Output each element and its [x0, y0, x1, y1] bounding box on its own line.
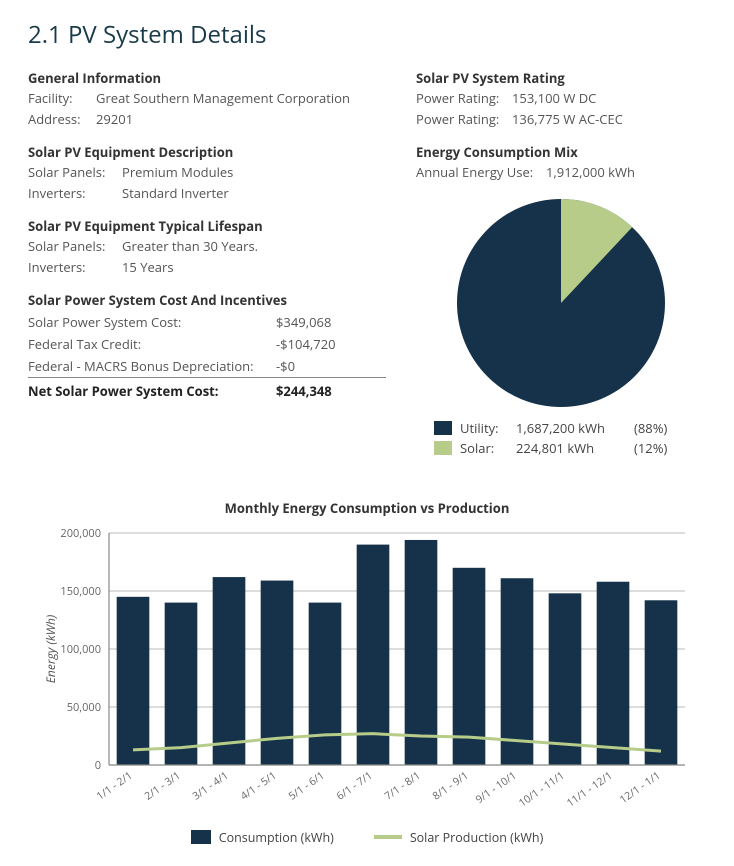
svg-text:9/1 - 10/1: 9/1 - 10/1	[473, 768, 519, 806]
legend-label: Consumption (kWh)	[219, 829, 334, 846]
pie-legend-row: Solar: 224,801 kWh (12%)	[434, 439, 706, 457]
rating-heading: Solar PV System Rating	[416, 69, 706, 87]
svg-text:Energy (kWh): Energy (kWh)	[42, 614, 59, 683]
rating1-label: Power Rating:	[416, 89, 512, 109]
panels-label: Solar Panels:	[28, 163, 122, 183]
pie-chart	[455, 197, 667, 409]
svg-text:200,000: 200,000	[60, 526, 101, 541]
net-cost-value: $244,348	[268, 378, 386, 403]
cost-row-value: $349,068	[268, 311, 386, 333]
lifespan-inverters-value: 15 Years	[122, 258, 174, 278]
svg-text:6/1 - 7/1: 6/1 - 7/1	[334, 768, 375, 803]
mix-annual-value: 1,912,000 kWh	[546, 163, 635, 183]
cost-row-value: -$0	[268, 355, 386, 378]
chart-legend-item: Consumption (kWh)	[191, 829, 334, 846]
cost-row-label: Federal - MACRS Bonus Depreciation:	[28, 355, 268, 378]
facility-value: Great Southern Management Corporation	[96, 89, 350, 109]
monthly-chart-legend: Consumption (kWh) Solar Production (kWh)	[28, 829, 706, 846]
svg-text:50,000: 50,000	[67, 700, 101, 715]
mix-heading: Energy Consumption Mix	[416, 143, 706, 161]
pie-legend-row: Utility: 1,687,200 kWh (88%)	[434, 419, 706, 437]
svg-text:4/1 - 5/1: 4/1 - 5/1	[238, 768, 279, 803]
net-cost-label: Net Solar Power System Cost:	[28, 378, 268, 403]
cost-row-label: Solar Power System Cost:	[28, 311, 268, 333]
svg-text:11/1 - 12/1: 11/1 - 12/1	[564, 768, 615, 810]
costs-heading: Solar Power System Cost And Incentives	[28, 291, 386, 309]
costs-block: Solar Power System Cost And Incentives S…	[28, 291, 386, 402]
legend-label: Solar Production (kWh)	[410, 829, 543, 846]
svg-text:5/1 - 6/1: 5/1 - 6/1	[286, 768, 327, 803]
general-heading: General Information	[28, 69, 386, 87]
address-label: Address:	[28, 110, 96, 130]
legend-swatch	[374, 835, 402, 839]
panels-value: Premium Modules	[122, 163, 233, 183]
svg-text:1/1 - 2/1: 1/1 - 2/1	[94, 768, 135, 803]
facility-label: Facility:	[28, 89, 96, 109]
svg-text:8/1 - 9/1: 8/1 - 9/1	[430, 768, 471, 803]
legend-label: Utility:	[460, 419, 508, 437]
address-value: 29201	[96, 110, 133, 130]
svg-text:7/1 - 8/1: 7/1 - 8/1	[382, 768, 423, 803]
lifespan-panels-value: Greater than 30 Years.	[122, 237, 258, 257]
equipment-heading: Solar PV Equipment Description	[28, 143, 386, 161]
costs-table: Solar Power System Cost:$349,068Federal …	[28, 311, 386, 402]
legend-pct: (88%)	[634, 419, 678, 437]
mix-annual-label: Annual Energy Use:	[416, 163, 546, 183]
chart-legend-item: Solar Production (kWh)	[374, 829, 543, 846]
pie-legend: Utility: 1,687,200 kWh (88%) Solar: 224,801 …	[416, 419, 706, 457]
lifespan-block: Solar PV Equipment Typical Lifespan Sola…	[28, 217, 386, 277]
legend-value: 1,687,200 kWh	[516, 419, 626, 437]
legend-pct: (12%)	[634, 439, 678, 457]
legend-swatch	[191, 830, 211, 844]
monthly-chart-title: Monthly Energy Consumption vs Production	[28, 499, 706, 517]
cost-row-value: -$104,720	[268, 333, 386, 355]
general-info: General Information Facility: Great Sout…	[28, 69, 386, 129]
cost-row-label: Federal Tax Credit:	[28, 333, 268, 355]
rating2-value: 136,775 W AC-CEC	[512, 110, 623, 130]
equipment-desc: Solar PV Equipment Description Solar Pan…	[28, 143, 386, 203]
lifespan-heading: Solar PV Equipment Typical Lifespan	[28, 217, 386, 235]
mix-block: Energy Consumption Mix Annual Energy Use…	[416, 143, 706, 457]
svg-text:150,000: 150,000	[60, 584, 101, 599]
lifespan-panels-label: Solar Panels:	[28, 237, 122, 257]
svg-text:100,000: 100,000	[60, 642, 101, 657]
monthly-chart: 0 50,000 100,000 150,000 200,000 1/1 - 2/12/1…	[37, 523, 697, 823]
inverters-label: Inverters:	[28, 184, 122, 204]
svg-text:2/1 - 3/1: 2/1 - 3/1	[142, 768, 183, 803]
svg-text:0: 0	[95, 758, 101, 773]
rating1-value: 153,100 W DC	[512, 89, 596, 109]
svg-text:10/1 - 11/1: 10/1 - 11/1	[516, 768, 567, 810]
svg-text:12/1 - 1/1: 12/1 - 1/1	[617, 768, 663, 806]
legend-swatch	[434, 441, 452, 455]
inverters-value: Standard Inverter	[122, 184, 229, 204]
legend-label: Solar:	[460, 439, 508, 457]
legend-swatch	[434, 421, 452, 435]
page-title: 2.1 PV System Details	[28, 18, 706, 51]
svg-text:3/1 - 4/1: 3/1 - 4/1	[190, 768, 231, 803]
rating-block: Solar PV System Rating Power Rating: 153…	[416, 69, 706, 129]
rating2-label: Power Rating:	[416, 110, 512, 130]
lifespan-inverters-label: Inverters:	[28, 258, 122, 278]
monthly-chart-section: Monthly Energy Consumption vs Production…	[28, 499, 706, 846]
legend-value: 224,801 kWh	[516, 439, 626, 457]
